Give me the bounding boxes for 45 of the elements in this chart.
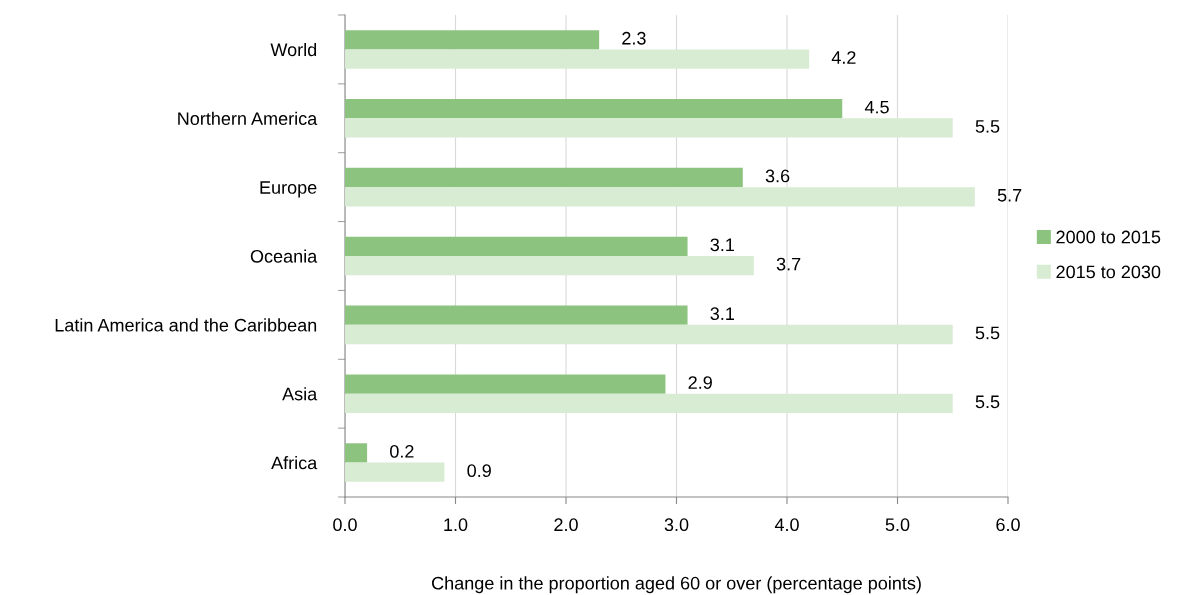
data-label: 5.5 [975, 326, 1000, 340]
bar [345, 167, 743, 188]
bar [345, 393, 953, 413]
bar [345, 99, 843, 119]
x-tick-label: 0.0 [333, 518, 357, 532]
data-label: 5.5 [975, 120, 1000, 133]
y-tick-label: Oceania [250, 249, 318, 263]
x-axis-title: Change in the proportion aged 60 or over (percentage points) [432, 576, 921, 594]
data-label: 2.9 [688, 376, 712, 389]
y-tick-label: Asia [282, 387, 318, 401]
y-tick-label: Africa [271, 456, 318, 470]
data-label: 5.5 [975, 395, 1000, 409]
x-tick-label: 3.0 [664, 518, 689, 532]
x-tick-label: 1.0 [444, 518, 468, 532]
y-tick-label: World [270, 42, 317, 57]
bar [345, 462, 445, 482]
data-label: 3.1 [710, 307, 734, 321]
bar [345, 256, 754, 276]
data-label: 0.9 [467, 464, 491, 478]
x-tick-label: 5.0 [885, 518, 910, 532]
data-label: 2.3 [622, 31, 646, 45]
bar [345, 118, 953, 138]
legend-label: 2000 to 2015 [1056, 230, 1161, 244]
data-label: 3.1 [710, 238, 734, 252]
y-tick-label: Latin America and the Caribbean [55, 318, 317, 332]
bar [345, 187, 975, 207]
y-tick-label: Northern America [178, 111, 318, 126]
bar [345, 305, 688, 325]
x-tick-label: 6.0 [996, 518, 1020, 532]
bar [345, 443, 368, 463]
x-tick-label: 2.0 [554, 518, 578, 532]
data-label: 0.2 [390, 444, 414, 458]
data-label: 4.2 [831, 51, 856, 64]
x-tick-label: 4.0 [774, 518, 799, 532]
y-tick-label: Europe [260, 181, 317, 198]
bar [345, 324, 953, 345]
bar [345, 374, 666, 394]
data-label: 5.7 [997, 189, 1022, 202]
data-label: 3.7 [776, 257, 801, 271]
legend-label: 2015 to 2030 [1056, 265, 1161, 279]
bar [345, 30, 600, 50]
bar [345, 236, 688, 256]
data-label: 3.6 [765, 169, 790, 183]
bar [345, 49, 810, 69]
data-label: 4.5 [864, 100, 889, 114]
